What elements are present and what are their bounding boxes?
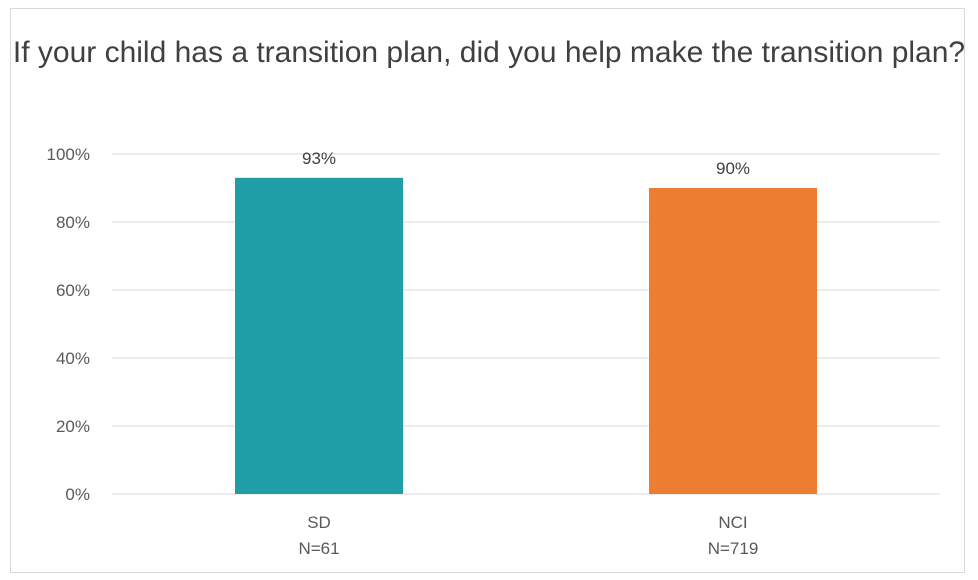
y-tick-label: 80% <box>56 213 90 232</box>
bar-sd <box>235 177 403 495</box>
data-labels: 93% 90% <box>302 149 750 178</box>
y-axis-tick-labels: 0% 20% 40% 60% 80% 100% <box>47 145 90 504</box>
bars <box>235 177 817 495</box>
data-label-nci: 90% <box>716 159 750 178</box>
y-tick-label: 60% <box>56 281 90 300</box>
y-tick-label: 20% <box>56 417 90 436</box>
category-label: SD <box>307 513 331 532</box>
y-tick-label: 100% <box>47 145 90 164</box>
bar-nci <box>649 188 817 494</box>
x-axis-category-labels: SD N=61 NCI N=719 <box>298 513 758 558</box>
category-label: NCI <box>718 513 747 532</box>
data-label-sd: 93% <box>302 149 336 168</box>
y-tick-label: 40% <box>56 349 90 368</box>
chart-title: If your child has a transition plan, did… <box>12 36 966 69</box>
category-sublabel: N=719 <box>708 539 759 558</box>
y-tick-label: 0% <box>65 485 90 504</box>
category-sublabel: N=61 <box>298 539 339 558</box>
